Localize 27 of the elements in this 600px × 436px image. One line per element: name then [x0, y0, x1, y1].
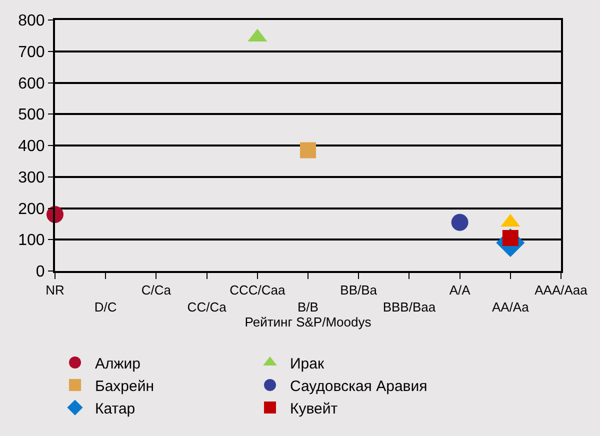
x-tick-label: A/A: [449, 282, 471, 298]
x-tick-label: AAA/Aaa: [534, 282, 588, 298]
legend-label: Саудовская Аравия: [290, 378, 428, 395]
legend-label: Алжир: [95, 355, 141, 372]
y-tick-label: 800: [18, 12, 45, 30]
legend-label: Кувейт: [290, 400, 338, 418]
y-tick-label: 300: [18, 169, 45, 186]
x-tick-label: NR: [46, 282, 64, 298]
x-tick-label: BB/Ba: [340, 282, 378, 298]
x-tick-label: B/B: [298, 300, 318, 314]
legend-label: Катар: [95, 400, 136, 418]
y-tick-label: 700: [18, 44, 45, 61]
y-tick-label: 400: [18, 138, 45, 156]
x-tick-label: D/C: [94, 300, 117, 314]
y-tick-label: 600: [18, 75, 45, 92]
y-tick-label: 500: [18, 106, 45, 124]
y-tick-label: 100: [18, 232, 45, 250]
y-tick-label: 200: [18, 200, 45, 218]
legend-label: Бахрейн: [95, 378, 154, 395]
x-tick-label: CCC/Caa: [230, 282, 286, 298]
legend-label: Ирак: [290, 355, 324, 372]
x-tick-label: C/Ca: [141, 282, 172, 298]
x-tick-label: CC/Ca: [187, 300, 228, 314]
x-axis-title: Рейтинг S&P/Moodys: [244, 314, 372, 330]
x-tick-label: AA/Aa: [492, 300, 530, 314]
x-tick-label: BBB/Baa: [382, 300, 436, 314]
y-tick-label: 0: [36, 264, 45, 281]
